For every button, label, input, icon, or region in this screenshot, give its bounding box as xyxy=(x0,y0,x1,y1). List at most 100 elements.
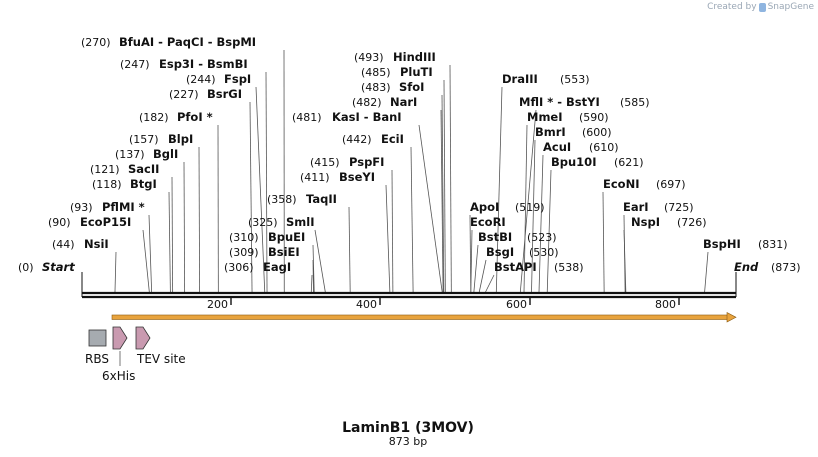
cut-site-leader xyxy=(484,274,495,294)
cut-site-leader xyxy=(312,244,315,294)
cut-site-leader xyxy=(440,109,444,294)
enzyme-label[interactable]: BglI xyxy=(153,147,178,161)
orf-arrow-body xyxy=(111,314,729,320)
map-length: 873 bp xyxy=(389,435,427,448)
cut-site-leader xyxy=(255,86,266,294)
start-label: Start xyxy=(42,260,75,274)
orf-arrow[interactable] xyxy=(111,312,737,323)
enzyme-label[interactable]: BfuAI - PaqCI - BspMI xyxy=(119,35,256,49)
enzyme-label[interactable]: BtgI xyxy=(130,177,157,191)
cut-site-leader xyxy=(531,139,536,294)
snapgene-credit: Created by SnapGene xyxy=(707,2,814,12)
enzyme-position: (121) xyxy=(90,163,120,176)
cut-site-leader xyxy=(310,274,313,294)
start-position: (0) xyxy=(18,261,34,274)
enzyme-label[interactable]: BstAPI xyxy=(494,260,537,274)
map-title: LaminB1 (3MOV) xyxy=(342,420,474,436)
enzyme-label[interactable]: KasI - BanI xyxy=(332,110,402,124)
enzyme-position: (523) xyxy=(527,231,557,244)
enzyme-label[interactable]: MmeI xyxy=(527,110,563,124)
enzyme-position: (585) xyxy=(620,96,650,109)
enzyme-position: (137) xyxy=(115,148,145,161)
cut-site-leader xyxy=(148,214,153,294)
cut-site-leader xyxy=(478,259,487,294)
enzyme-label[interactable]: SacII xyxy=(128,162,159,176)
enzyme-label[interactable]: BsgI xyxy=(486,245,514,259)
features: RBS 6xHis TEV site xyxy=(85,326,186,383)
credit-prefix: Created by xyxy=(707,2,757,12)
rbs-label: RBS xyxy=(85,352,109,366)
enzyme-label[interactable]: AcuI xyxy=(543,140,571,154)
enzyme-position: (415) xyxy=(310,156,340,169)
enzyme-position: (90) xyxy=(48,216,71,229)
enzyme-label[interactable]: PflMI * xyxy=(102,200,145,214)
cut-site-leader xyxy=(171,176,174,294)
enzyme-label[interactable]: BstBI xyxy=(478,230,512,244)
enzyme-label[interactable]: FspI xyxy=(224,72,251,86)
enzyme-label[interactable]: PfoI * xyxy=(177,110,213,124)
enzyme-position: (270) xyxy=(81,36,111,49)
enzyme-label[interactable]: EciI xyxy=(381,132,404,146)
rbs-feature-box[interactable] xyxy=(88,329,107,347)
enzyme-label[interactable]: EcoRI xyxy=(470,215,506,229)
enzyme-label[interactable]: Esp3I - BsmBI xyxy=(159,57,248,71)
enzyme-label[interactable]: Bpu10I xyxy=(551,155,596,169)
his-tag-feature-arrow[interactable] xyxy=(112,326,128,350)
enzyme-label[interactable]: NspI xyxy=(631,215,660,229)
enzyme-position: (247) xyxy=(120,58,150,71)
tev-site-feature-arrow[interactable] xyxy=(135,326,151,350)
enzyme-label[interactable]: NarI xyxy=(390,95,417,109)
enzyme-label[interactable]: BspHI xyxy=(703,237,741,251)
enzyme-label[interactable]: TaqII xyxy=(306,192,337,206)
enzyme-position: (325) xyxy=(248,216,278,229)
enzyme-label[interactable]: EagI xyxy=(263,260,291,274)
end-position: (873) xyxy=(771,261,801,274)
enzyme-label[interactable]: NsiI xyxy=(84,237,109,251)
enzyme-label[interactable]: SfoI xyxy=(399,80,424,94)
snapgene-logo-icon xyxy=(758,2,766,12)
enzyme-position: (482) xyxy=(352,96,382,109)
enzyme-position: (310) xyxy=(229,231,259,244)
enzyme-label[interactable]: BsrGI xyxy=(207,87,242,101)
enzyme-position: (358) xyxy=(267,193,297,206)
enzyme-label[interactable]: BlpI xyxy=(168,132,193,146)
enzyme-label[interactable]: PspFI xyxy=(349,155,384,169)
enzyme-position: (600) xyxy=(582,126,612,139)
cut-site-leader xyxy=(418,124,443,294)
cut-site-leader xyxy=(602,191,605,294)
cut-site-leader xyxy=(538,154,544,294)
cut-site-leader xyxy=(348,206,351,294)
tick-label-400: 400 xyxy=(356,298,377,311)
enzyme-position: (485) xyxy=(361,66,391,79)
enzyme-position: (157) xyxy=(129,133,159,146)
enzyme-label[interactable]: PluTI xyxy=(400,65,433,79)
enzyme-label[interactable]: BseYI xyxy=(339,170,375,184)
enzyme-position: (244) xyxy=(186,73,216,86)
enzyme-position: (306) xyxy=(224,261,254,274)
enzyme-label[interactable]: BpuEI xyxy=(268,230,305,244)
enzyme-position: (227) xyxy=(169,88,199,101)
enzyme-labels: (270) BfuAI - PaqCI - BspMI (247) Esp3I … xyxy=(48,35,788,274)
cut-site-leader xyxy=(441,94,445,294)
enzyme-position: (725) xyxy=(664,201,694,214)
enzyme-label[interactable]: EcoNI xyxy=(603,177,639,191)
enzyme-label[interactable]: BsiEI xyxy=(268,245,300,259)
enzyme-position: (831) xyxy=(758,238,788,251)
enzyme-position: (309) xyxy=(229,246,259,259)
enzyme-position: (182) xyxy=(139,111,169,124)
enzyme-label[interactable]: HindIII xyxy=(393,50,436,64)
cut-site-leader xyxy=(546,169,552,294)
cut-site-leader xyxy=(473,244,479,294)
cut-site-leader xyxy=(410,146,414,294)
enzyme-label[interactable]: MflI * - BstYI xyxy=(519,95,600,109)
enzyme-position: (553) xyxy=(560,73,590,86)
enzyme-position: (93) xyxy=(70,201,93,214)
cut-site-leader xyxy=(449,64,452,294)
enzyme-label[interactable]: DraIII xyxy=(502,72,538,86)
enzyme-label[interactable]: EarI xyxy=(623,200,649,214)
enzyme-label[interactable]: ApoI xyxy=(470,200,499,214)
enzyme-label[interactable]: EcoP15I xyxy=(80,215,131,229)
enzyme-label[interactable]: SmlI xyxy=(286,215,315,229)
enzyme-label[interactable]: BmrI xyxy=(535,125,566,139)
